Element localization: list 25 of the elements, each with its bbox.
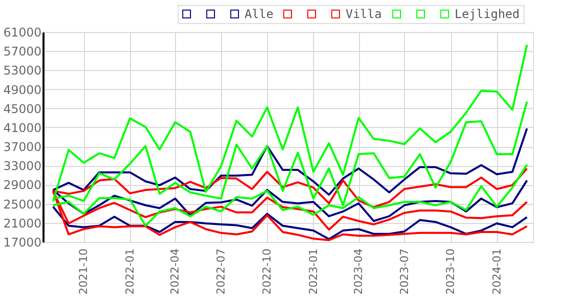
- y-tick-label: 53000: [3, 64, 42, 78]
- y-tick-label: 41000: [3, 120, 42, 135]
- x-tick-label: 2022-07: [214, 248, 228, 294]
- legend-label: Villa: [346, 7, 382, 21]
- y-tick-label: 25000: [3, 197, 42, 212]
- y-tick-label: 45000: [3, 102, 42, 116]
- x-tick-label: 2024-01: [490, 248, 504, 294]
- legend-label: Lejlighed: [454, 7, 520, 21]
- y-tick-label: 29000: [3, 178, 42, 192]
- y-tick-label: 33000: [3, 159, 42, 174]
- y-tick-label: 17000: [3, 236, 42, 250]
- x-tick-label: 2022-10: [260, 248, 274, 294]
- y-tick-label: 49000: [3, 82, 42, 97]
- y-tick-label: 21000: [3, 216, 42, 230]
- x-tick-label: 2023-10: [444, 248, 458, 294]
- x-tick-label: 2021-10: [77, 248, 90, 294]
- legend-label: Alle: [244, 7, 274, 21]
- x-tick-label: 2023-04: [352, 248, 366, 294]
- y-tick-label: 61000: [3, 26, 42, 40]
- y-tick-label: 37000: [3, 140, 42, 154]
- x-tick-label: 2023-07: [398, 248, 411, 294]
- x-tick-label: 2022-04: [168, 248, 182, 294]
- y-tick-label: 57000: [3, 44, 42, 59]
- x-tick-label: 2023-01: [306, 248, 320, 294]
- x-tick-label: 2022-01: [123, 248, 136, 294]
